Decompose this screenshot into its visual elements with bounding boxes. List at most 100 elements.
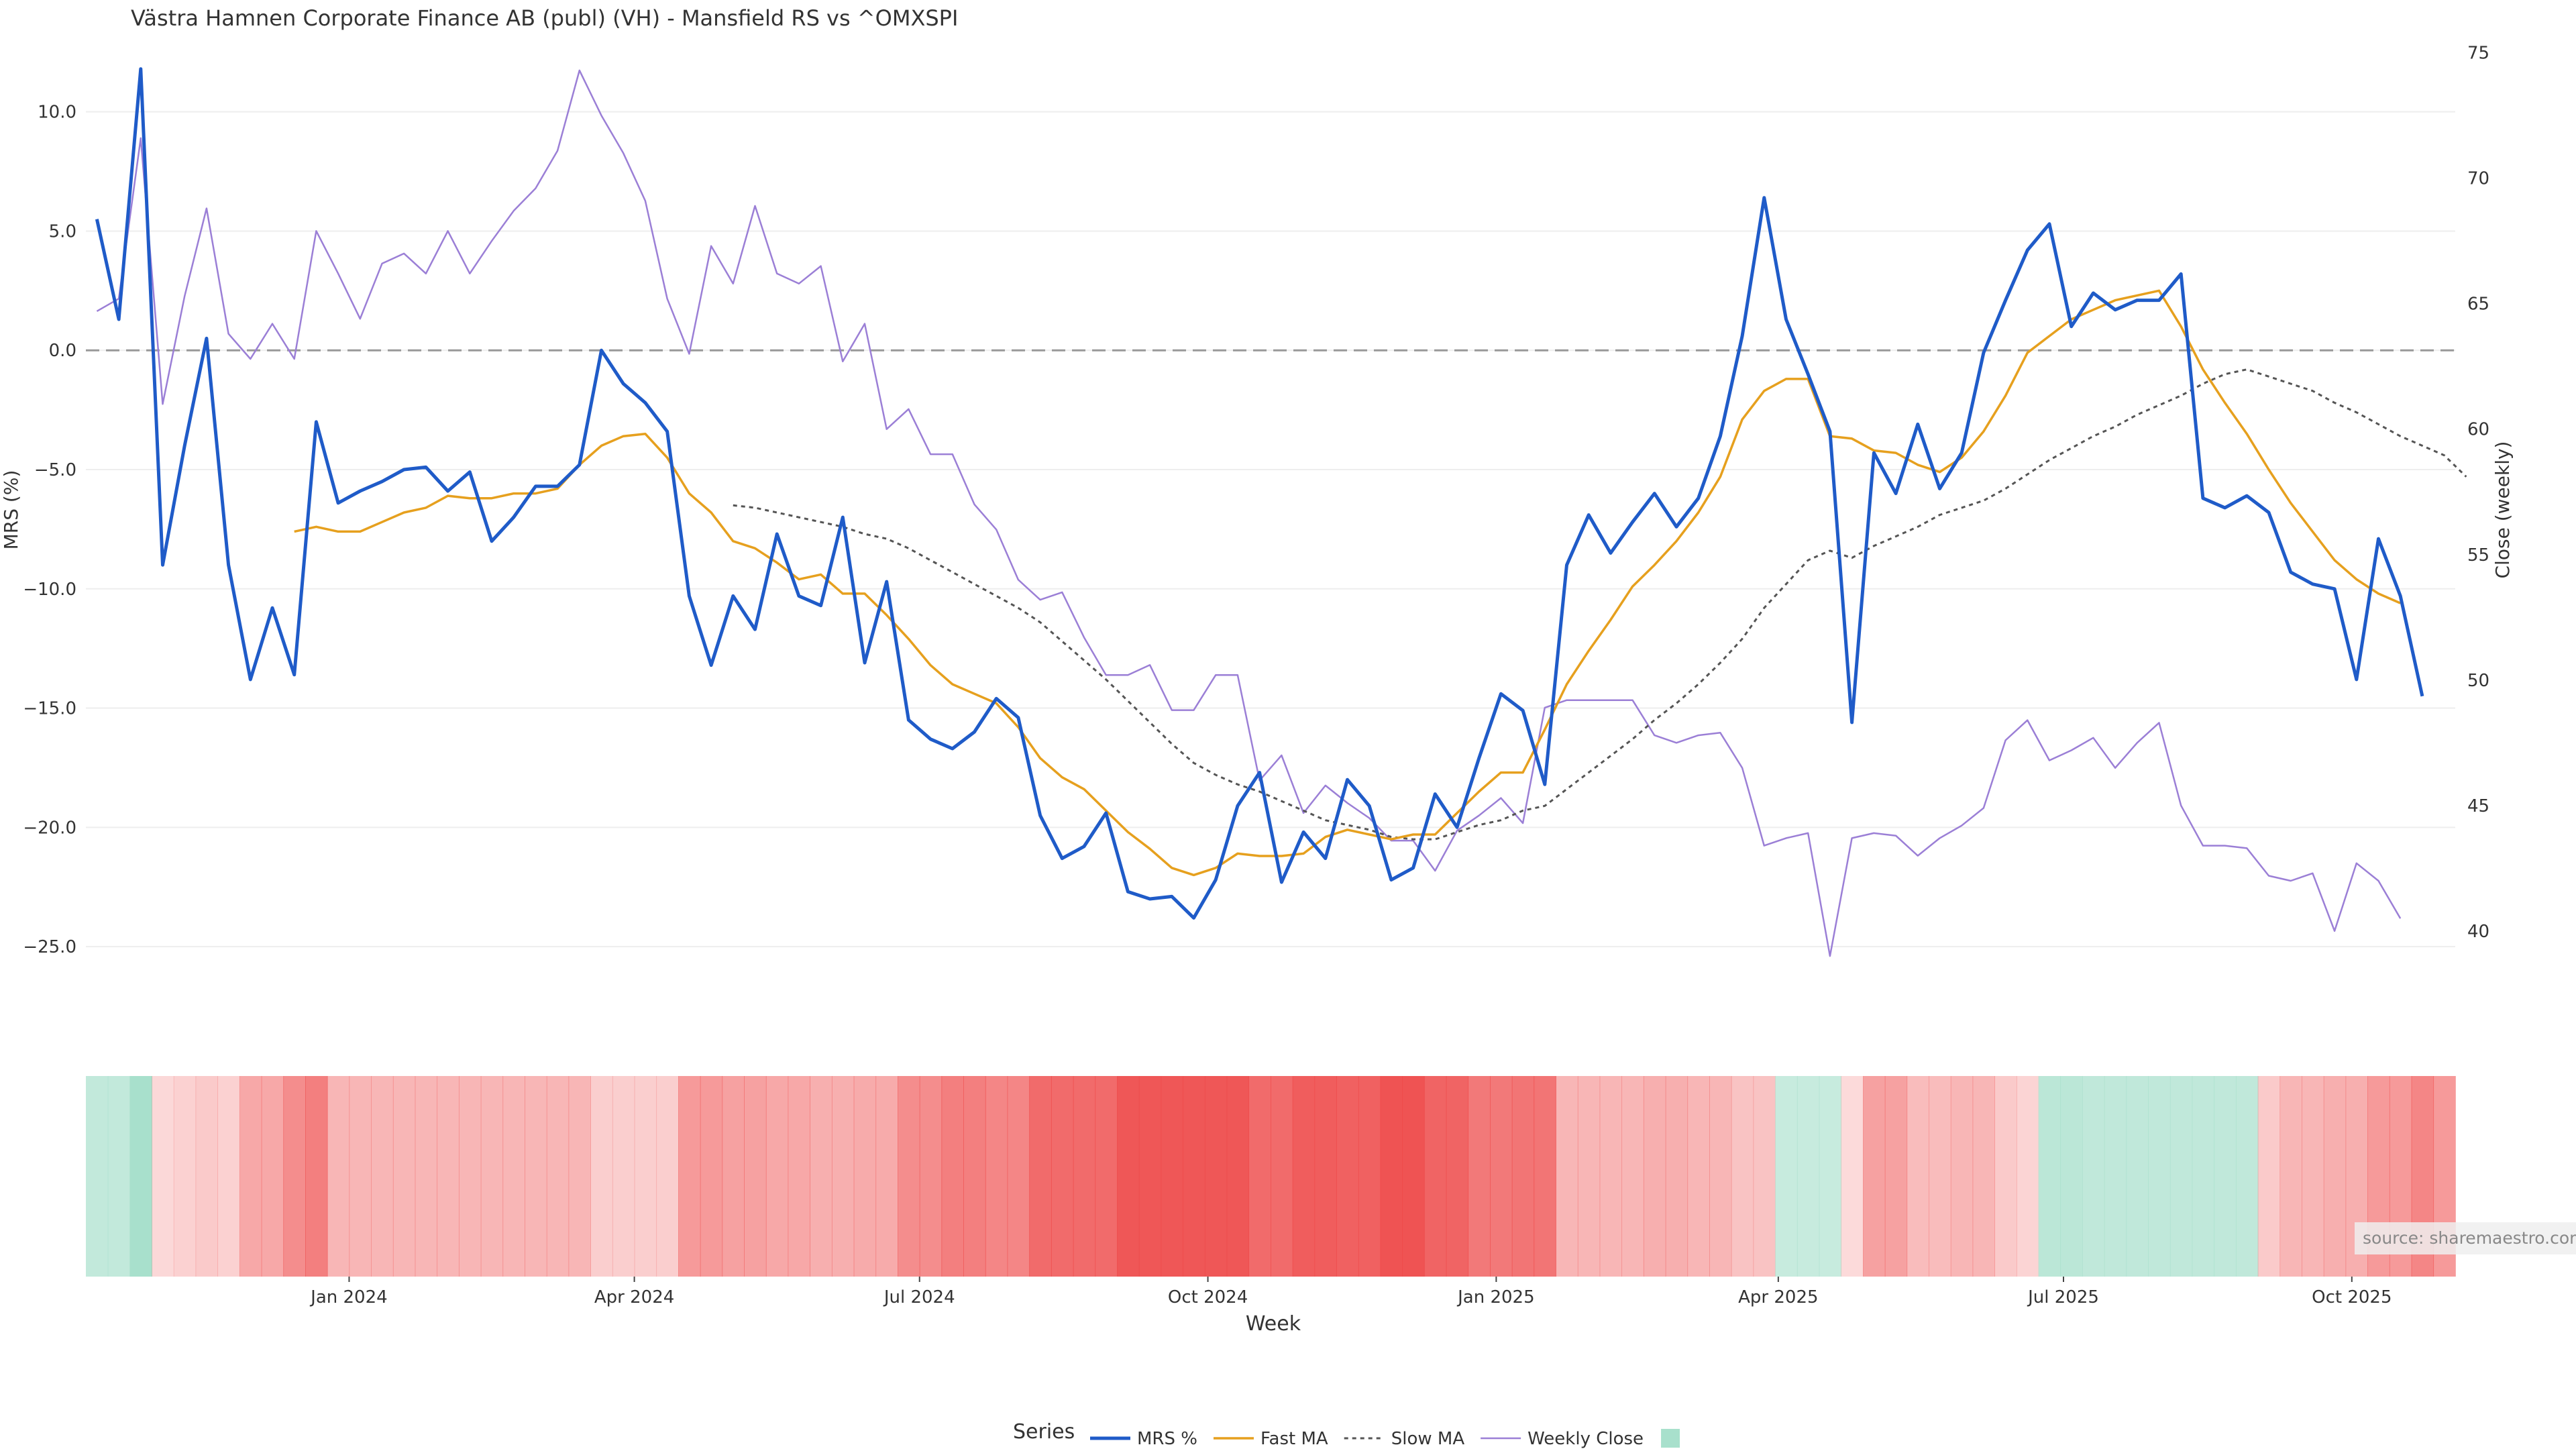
y2-axis-label: Close (weekly): [2491, 441, 2514, 579]
legend-label-close: Weekly Close: [1527, 1429, 1644, 1449]
legend-title: Series: [1013, 1420, 1075, 1444]
heatmap-cell: [173, 1076, 197, 1277]
series-line-close: [96, 69, 2402, 957]
heatmap-cell: [2323, 1076, 2347, 1277]
y-tick-label: −5.0: [34, 460, 76, 480]
heatmap-cell: [1907, 1076, 1929, 1277]
heatmap-cell: [283, 1076, 306, 1277]
x-tick-label: Jul 2025: [2027, 1287, 2099, 1307]
heatmap-cell: [1731, 1076, 1754, 1277]
heatmap-cell: [349, 1076, 372, 1277]
heatmap-cell: [1468, 1076, 1491, 1277]
y-axis-right: 40 45 50 55 60 65 70 75: [2467, 44, 2489, 942]
heatmap-cell: [1490, 1076, 1513, 1277]
legend-label-fast: Fast MA: [1260, 1429, 1328, 1449]
heatmap-cell: [1248, 1076, 1271, 1277]
heatmap-cell: [107, 1076, 131, 1277]
heatmap-cell: [765, 1076, 789, 1277]
heatmap-cell: [963, 1076, 986, 1277]
heatmap-cell: [2279, 1076, 2302, 1277]
source-label: source: sharemaestro.com: [2363, 1228, 2576, 1248]
heatmap-cell: [1643, 1076, 1666, 1277]
heatmap-cell: [1380, 1076, 1403, 1277]
heatmap-cell: [2169, 1076, 2193, 1277]
x-tick-label: Apr 2024: [594, 1287, 674, 1307]
heatmap-cell: [1271, 1076, 1293, 1277]
heatmap-cell: [1051, 1076, 1074, 1277]
heatmap-cell: [2302, 1076, 2324, 1277]
heatmap-cell: [919, 1076, 943, 1277]
heatmap-cell: [129, 1076, 152, 1277]
heatmap-cell: [371, 1076, 394, 1277]
heatmap-cell: [437, 1076, 460, 1277]
x-axis: Jan 2024 Apr 2024 Jul 2024 Oct 2024 Jan 2025…: [309, 1277, 2392, 1307]
series-layer: [95, 67, 2467, 957]
heatmap-cell: [1687, 1076, 1710, 1277]
heatmap-cell: [1819, 1076, 1842, 1277]
heatmap-cell: [1884, 1076, 1908, 1277]
heatmap-cell: [502, 1076, 525, 1277]
x-tick-label: Jul 2024: [883, 1287, 955, 1307]
heatmap-cell: [1161, 1076, 1183, 1277]
x-axis-label: Week: [1246, 1312, 1301, 1336]
heatmap-cell: [1424, 1076, 1447, 1277]
heatmap-cell: [195, 1076, 219, 1277]
source-label-box: source: sharemaestro.com: [2355, 1222, 2576, 1254]
heatmap-cell: [1863, 1076, 1886, 1277]
heatmap-cell: [722, 1076, 745, 1277]
x-tick-label: Apr 2025: [1738, 1287, 1818, 1307]
heatmap-cell: [1117, 1076, 1140, 1277]
y-tick-label: −10.0: [23, 580, 76, 600]
heatmap-cell: [1358, 1076, 1381, 1277]
heatmap-cell: [1753, 1076, 1776, 1277]
y-tick-label: 10.0: [38, 103, 76, 123]
heatmap-cell: [941, 1076, 964, 1277]
legend-label-mrs: MRS %: [1137, 1429, 1197, 1449]
heatmap-cell: [2126, 1076, 2149, 1277]
heatmap-cell: [392, 1076, 416, 1277]
heatmap-cell: [1511, 1076, 1535, 1277]
heatmap-cell: [152, 1076, 174, 1277]
heatmap-cell: [86, 1076, 109, 1277]
heatmap-cell: [612, 1076, 635, 1277]
heatmap-cell: [656, 1076, 679, 1277]
y2-tick-label: 55: [2467, 545, 2489, 566]
heatmap-cell: [1972, 1076, 1996, 1277]
y2-tick-label: 60: [2467, 420, 2489, 440]
y-axis-label: MRS (%): [0, 470, 22, 550]
heatmap-cell: [2214, 1076, 2237, 1277]
heatmap-cell: [480, 1076, 504, 1277]
heatmap-cell: [1292, 1076, 1316, 1277]
x-tick-label: Jan 2025: [1456, 1287, 1535, 1307]
y-tick-label: 0.0: [49, 341, 76, 361]
heatmap-cell: [2148, 1076, 2171, 1277]
heatmap-cell: [1204, 1076, 1228, 1277]
legend-label-slow: Slow MA: [1391, 1429, 1465, 1449]
series-line-fast: [294, 289, 2401, 877]
heatmap-cell: [1709, 1076, 1732, 1277]
heatmap-cell: [810, 1076, 833, 1277]
heatmap-cell: [1994, 1076, 2017, 1277]
heatmap-cell: [590, 1076, 613, 1277]
series-line-slow: [733, 368, 2467, 841]
heatmap-cell: [1599, 1076, 1623, 1277]
chart-title: Västra Hamnen Corporate Finance AB (publ…: [131, 5, 958, 31]
y2-tick-label: 50: [2467, 671, 2489, 691]
heatmap-cell: [634, 1076, 657, 1277]
heatmap-cell: [546, 1076, 570, 1277]
heatmap-cell: [1556, 1076, 1578, 1277]
heatmap-cell: [2192, 1076, 2215, 1277]
heatmap-cell: [1841, 1076, 1864, 1277]
heatmap-cell: [875, 1076, 898, 1277]
heatmap-cell: [305, 1076, 328, 1277]
heatmap-cell: [1775, 1076, 1798, 1277]
heatmap-cell: [831, 1076, 855, 1277]
legend: Series MRS % Fast MA Slow MA Weekly Close: [1013, 1420, 1680, 1449]
x-tick-label: Oct 2024: [1168, 1287, 1248, 1307]
heatmap-cell: [415, 1076, 438, 1277]
heatmap-cell: [1336, 1076, 1359, 1277]
heatmap-cell: [1621, 1076, 1644, 1277]
heatmap-cell: [1183, 1076, 1205, 1277]
heatmap-cell: [1402, 1076, 1425, 1277]
